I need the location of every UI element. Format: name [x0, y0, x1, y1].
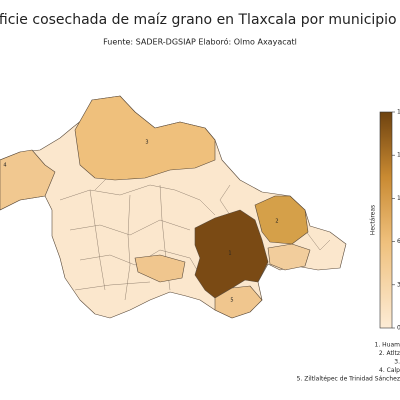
legend-item: 2. Atltz — [379, 350, 400, 357]
municipal-borders — [59, 149, 331, 301]
legend-item: 5. Ziltlaltépec de Trinidad Sánchez — [297, 376, 400, 383]
municipality-4 — [0, 149, 56, 211]
map-title: perficie cosechada de maíz grano en Tlax… — [0, 12, 400, 28]
municipality-2 — [254, 195, 309, 245]
municipality-other — [267, 243, 311, 271]
municipality-5 — [214, 285, 263, 319]
region-label: 1 — [228, 251, 231, 257]
legend-item: 4. Calp — [379, 367, 400, 374]
region-label: 5 — [230, 298, 233, 304]
region-label: 4 — [3, 163, 6, 169]
legend-item: 3. — [394, 359, 400, 366]
colorbar-label: Hectáreas — [370, 205, 377, 235]
colorbar-tick-label: 6 — [397, 238, 400, 245]
colorbar-tick-label: 1 — [397, 152, 400, 159]
map-subtitle: Fuente: SADER-DGSIAP Elaboró: Olmo Axaya… — [103, 37, 297, 47]
region-label: 3 — [145, 140, 148, 146]
municipality-other — [134, 254, 186, 283]
state-map: 1 2 3 4 5 — [0, 95, 347, 319]
colorbar-scale — [379, 111, 393, 329]
municipality-1 — [194, 209, 269, 299]
legend-item: 1. Huam — [375, 342, 400, 349]
colorbar-tick-label: 1 — [397, 195, 400, 202]
region-label: 2 — [275, 219, 278, 225]
colorbar-tick-label: 3 — [397, 281, 400, 288]
colorbar-tick-label: 0 — [397, 325, 400, 332]
municipality-3 — [74, 95, 216, 181]
colorbar-tick-label: 1 — [397, 109, 400, 116]
colorbar: Hectáreas 1 1 1 6 3 0 — [370, 109, 400, 332]
